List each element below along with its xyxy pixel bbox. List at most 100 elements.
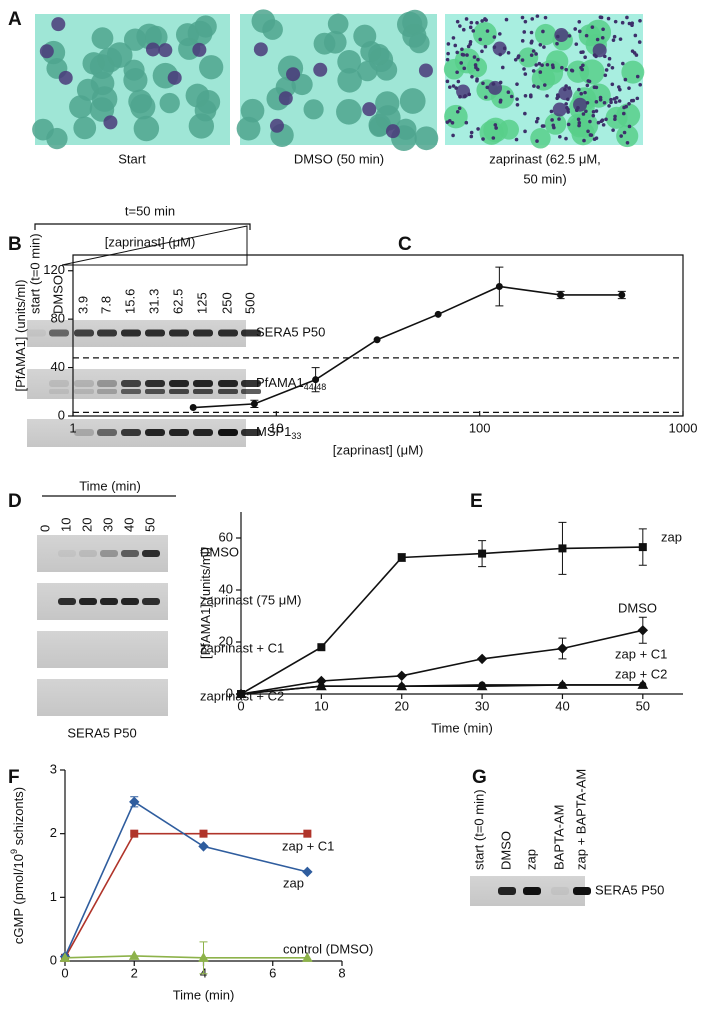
cell: [327, 13, 349, 35]
x-tick-label: 6: [269, 965, 276, 980]
merozoite: [472, 55, 477, 59]
band: [193, 429, 213, 436]
band: [49, 329, 69, 337]
marker: [128, 950, 140, 960]
merozoite: [455, 19, 460, 24]
merozoite: [569, 68, 574, 73]
merozoite: [577, 29, 582, 34]
merozoite: [581, 50, 585, 54]
merozoite: [586, 129, 590, 134]
marker: [476, 680, 488, 691]
band: [193, 389, 213, 394]
cell: [73, 116, 97, 140]
x-tick-label: 40: [555, 698, 569, 713]
merozoite: [607, 104, 611, 108]
schizont: [167, 70, 182, 85]
merozoite: [617, 99, 622, 103]
band: [218, 429, 238, 436]
series-label: zap: [661, 529, 682, 544]
y-axis-label-tail: schizonts): [11, 787, 26, 849]
marker: [618, 291, 626, 299]
lane-label: 250: [219, 292, 234, 314]
x-tick-label: 10: [269, 420, 283, 435]
cell: [530, 128, 551, 149]
merozoite: [513, 57, 518, 62]
merozoite: [591, 113, 596, 118]
band: [49, 380, 69, 387]
merozoite: [620, 20, 625, 25]
caption: DMSO (50 min): [294, 151, 384, 166]
merozoite: [564, 84, 568, 88]
cell: [323, 30, 347, 54]
merozoite: [582, 138, 586, 143]
y-axis-label: [PfAMA1] (units/ml): [198, 547, 213, 659]
merozoite: [492, 45, 497, 49]
schizont: [58, 70, 73, 85]
cell: [46, 127, 68, 150]
y-axis-label-sup: 9: [9, 849, 19, 854]
cell: [566, 60, 590, 83]
band: [97, 389, 117, 394]
caption: 50 min): [523, 171, 566, 186]
band: [79, 598, 97, 605]
merozoite: [610, 82, 615, 87]
marker: [189, 404, 197, 412]
merozoite: [595, 37, 600, 42]
series-label: DMSO: [618, 600, 657, 615]
cell: [396, 11, 423, 38]
merozoite: [598, 95, 603, 100]
band: [97, 380, 117, 387]
cell: [187, 20, 213, 46]
merozoite: [520, 39, 525, 43]
cell: [123, 68, 148, 93]
schizont: [51, 17, 66, 32]
merozoite: [619, 134, 623, 138]
cell: [353, 24, 377, 48]
y-tick-label: 0: [226, 685, 233, 700]
schizont: [385, 124, 400, 139]
merozoite: [464, 120, 469, 125]
blot-label: DMSO: [200, 544, 239, 559]
merozoite: [613, 100, 618, 104]
merozoite: [621, 61, 625, 66]
lane-label: 31.3: [146, 289, 161, 314]
merozoite: [475, 77, 479, 81]
blot-label-text: PfAMA1: [256, 375, 304, 390]
band: [121, 598, 139, 605]
merozoite: [534, 63, 538, 67]
merozoite: [528, 93, 533, 97]
band: [100, 598, 118, 605]
lane-label: 10: [58, 518, 73, 532]
marker: [59, 952, 71, 962]
merozoite: [602, 100, 607, 105]
merozoite: [550, 118, 554, 122]
merozoite: [453, 43, 458, 48]
lane-label: 15.6: [122, 289, 137, 314]
marker: [312, 376, 320, 384]
blot-label: zaprinast (75 μM): [200, 592, 301, 607]
lane-label: DMSO: [498, 831, 513, 870]
marker: [198, 952, 209, 962]
marker: [317, 643, 326, 652]
merozoite: [607, 63, 611, 67]
merozoite: [630, 23, 634, 28]
schizont: [145, 42, 160, 57]
merozoite: [492, 35, 497, 39]
y-tick-label: 40: [51, 359, 65, 374]
merozoite: [451, 84, 456, 88]
cell: [571, 122, 595, 146]
marker: [476, 653, 488, 665]
merozoite: [523, 111, 527, 116]
blot-label-sub: 33: [291, 431, 301, 441]
merozoite: [625, 140, 630, 145]
merozoite: [447, 118, 452, 123]
y-tick-label: 20: [219, 633, 233, 648]
y-tick-label: 120: [43, 262, 65, 277]
band: [145, 389, 165, 394]
cell: [130, 94, 156, 120]
merozoite: [481, 137, 485, 141]
lane-label: 3.9: [75, 296, 90, 314]
cell: [473, 22, 497, 46]
caption: SERA5 P50: [67, 725, 136, 740]
lane-label: DMSO: [50, 275, 65, 314]
